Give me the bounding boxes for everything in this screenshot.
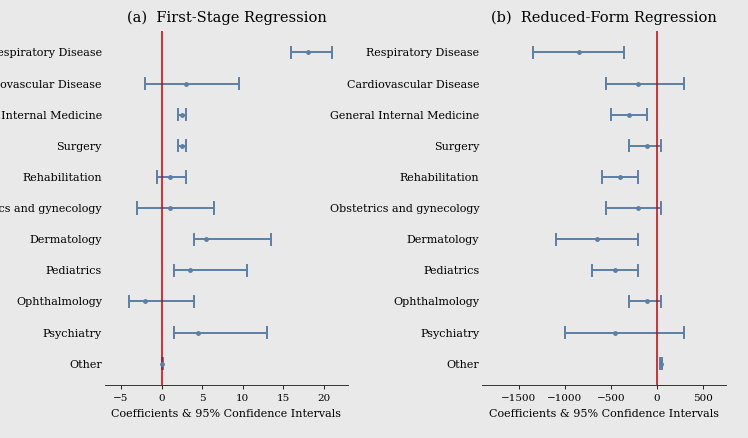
Title: (a)  First-Stage Regression: (a) First-Stage Regression	[126, 11, 326, 25]
X-axis label: Coefficients & 95% Confidence Intervals: Coefficients & 95% Confidence Intervals	[111, 409, 341, 419]
Title: (b)  Reduced-Form Regression: (b) Reduced-Form Regression	[491, 11, 717, 25]
X-axis label: Coefficients & 95% Confidence Intervals: Coefficients & 95% Confidence Intervals	[489, 409, 719, 419]
